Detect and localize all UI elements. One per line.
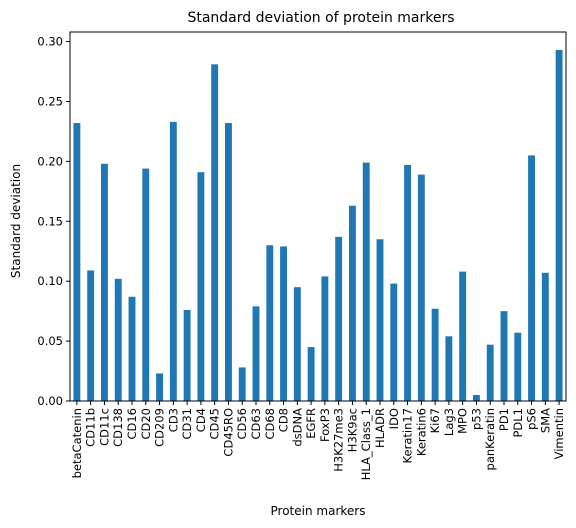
x-tick-label: CD20 — [139, 408, 153, 440]
chart-title: Standard deviation of protein markers — [187, 10, 454, 26]
x-tick-label: HLA_Class_1 — [359, 408, 373, 480]
bar-panKeratin — [486, 344, 494, 401]
y-tick-label: 0.30 — [37, 35, 63, 49]
bar-CD56 — [238, 367, 246, 401]
bar-CD45 — [211, 64, 219, 401]
x-tick-label: CD138 — [111, 408, 125, 447]
x-tick-label: Lag3 — [442, 408, 456, 436]
bar-CD11c — [101, 163, 108, 401]
bar-CD16 — [128, 296, 136, 401]
x-tick-label: Keratin17 — [401, 408, 415, 463]
x-tick-label: CD45 — [208, 408, 222, 440]
x-tick-label: H3K9ac — [345, 408, 359, 452]
x-tick-label: Keratin6 — [414, 408, 428, 456]
x-tick-label: pS6 — [525, 408, 539, 430]
bar-CD138 — [114, 278, 122, 401]
bar-p53 — [473, 395, 480, 401]
bar-CD31 — [183, 309, 191, 401]
bar-CD45RO — [225, 123, 232, 402]
x-axis: betaCatenin CD11b CD11c CD138 CD16 CD20 CD209 C… — [70, 401, 566, 480]
bar-Keratin6 — [417, 174, 425, 401]
bar-PDL1 — [514, 332, 522, 401]
y-tick-label: 0.05 — [37, 334, 63, 348]
bar-pS6 — [528, 155, 535, 401]
x-tick-label: EGFR — [304, 408, 318, 439]
x-tick-label: CD8 — [277, 408, 291, 432]
x-tick-label: CD31 — [180, 408, 194, 440]
y-tick-label: 0.10 — [37, 274, 63, 288]
bar-Lag3 — [445, 336, 453, 401]
bar-CD8 — [280, 246, 287, 401]
x-tick-label: HLADR — [373, 408, 387, 448]
bar-HLADR — [376, 239, 384, 401]
x-tick-label: p53 — [469, 408, 483, 430]
x-tick-label: CD209 — [153, 408, 167, 447]
x-tick-label: CD3 — [166, 408, 180, 432]
x-tick-label: CD63 — [249, 408, 263, 440]
bar-CD68 — [266, 245, 274, 401]
x-tick-label: CD11c — [97, 408, 111, 446]
bar-SMA — [541, 272, 549, 401]
x-tick-label: betaCatenin — [70, 408, 84, 478]
x-tick-label: panKeratin — [483, 408, 497, 470]
y-tick-label: 0.15 — [37, 214, 63, 228]
bar-Vimentin — [555, 49, 563, 402]
x-tick-label: Vimentin — [552, 408, 566, 459]
plot-frame — [69, 31, 567, 402]
bar-HLA_Class_1 — [362, 162, 370, 401]
x-tick-label: SMA — [538, 408, 552, 433]
bar-EGFR — [307, 347, 315, 401]
bars-group — [73, 49, 563, 402]
bar-PD1 — [500, 311, 508, 401]
x-tick-label: PDL1 — [511, 408, 525, 438]
y-axis: 0.00 0.05 0.10 0.15 0.20 0.25 0.30 — [37, 35, 70, 408]
bar-Keratin17 — [404, 164, 411, 401]
bar-CD20 — [142, 168, 150, 401]
bar-dsDNA — [293, 287, 301, 401]
x-tick-label: CD4 — [194, 408, 208, 432]
x-tick-label: H3K27me3 — [332, 408, 346, 472]
bar-CD63 — [252, 306, 260, 401]
x-tick-label: MPO — [456, 408, 470, 434]
x-tick-label: Ki67 — [428, 408, 442, 433]
y-tick-label: 0.00 — [37, 394, 63, 408]
bar-H3K9ac — [349, 205, 356, 401]
x-axis-label: Protein markers — [271, 504, 366, 518]
bar-H3K27me3 — [335, 236, 343, 401]
bar-CD209 — [156, 373, 163, 401]
bar-CD11b — [87, 270, 95, 401]
x-tick-label: CD45RO — [221, 408, 235, 457]
y-axis-label: Standard deviation — [9, 164, 23, 278]
x-tick-label: FoxP3 — [318, 408, 332, 442]
x-tick-label: CD11b — [84, 408, 98, 447]
x-tick-label: CD16 — [125, 408, 139, 440]
bar-FoxP3 — [321, 276, 329, 401]
bar-CD3 — [169, 121, 177, 402]
bar-betaCatenin — [73, 123, 81, 402]
y-tick-label: 0.20 — [37, 154, 63, 168]
x-tick-label: CD56 — [235, 408, 249, 440]
y-tick-label: 0.25 — [37, 94, 63, 108]
x-tick-label: dsDNA — [290, 408, 304, 447]
bar-MPO — [459, 271, 467, 401]
x-tick-label: PD1 — [497, 408, 511, 431]
x-tick-label: IDO — [387, 408, 401, 429]
bar-CD4 — [197, 172, 205, 401]
bar-Ki67 — [431, 308, 439, 401]
bar-IDO — [390, 283, 398, 401]
x-tick-label: CD68 — [263, 408, 277, 440]
